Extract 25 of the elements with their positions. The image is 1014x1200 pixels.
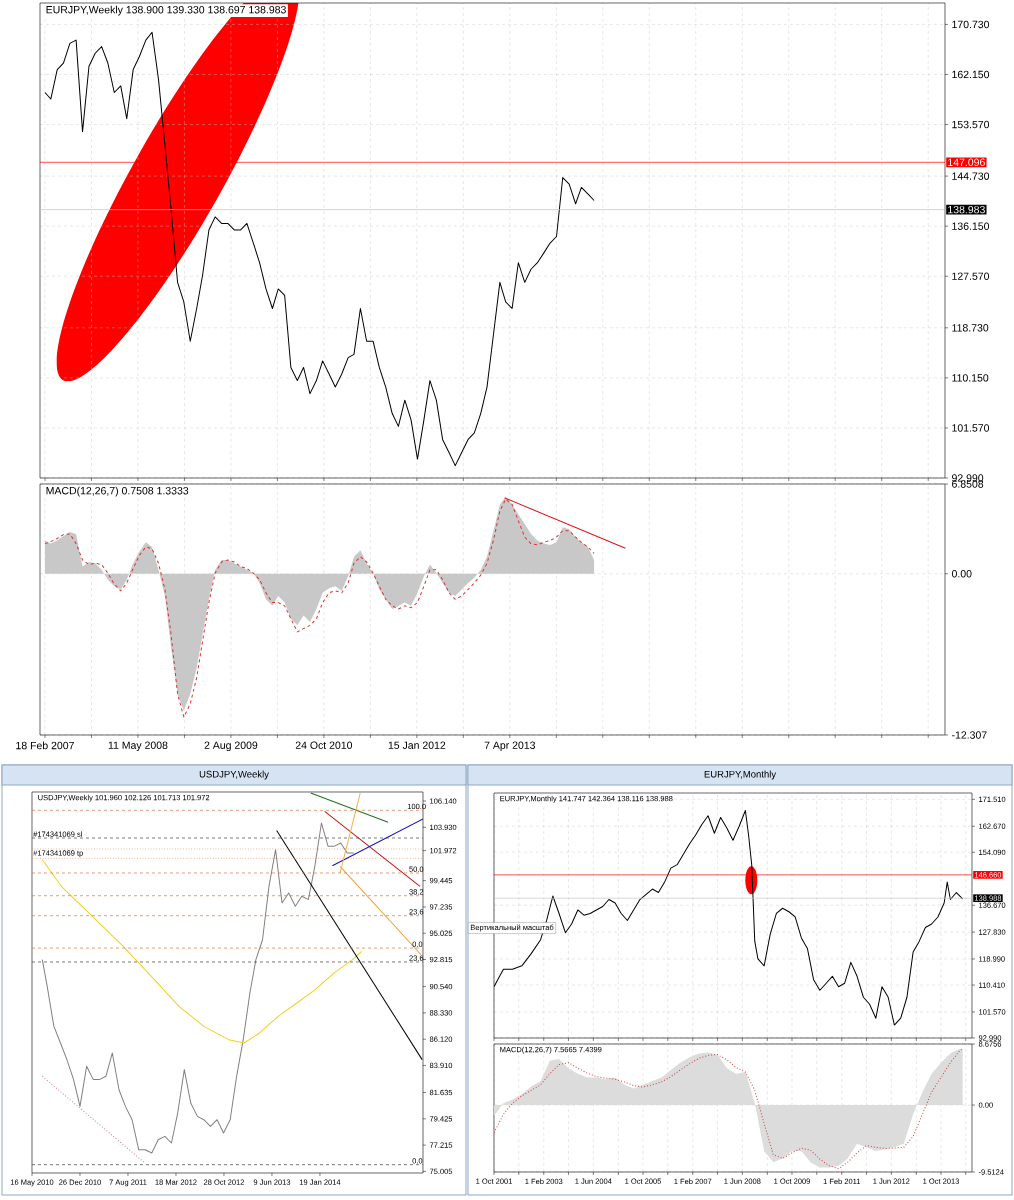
y-tick-label: -12.307 [952,731,987,739]
y-tick-label: 127.570 [952,272,990,280]
x-tick-label: 11 May 2008 [108,741,168,752]
x-tick-label: 7 Apr 2013 [484,741,536,752]
y-tick-label: 118.730 [952,324,989,332]
y-tick-label: 153.570 [952,120,990,129]
x-tick-label: 15 Jan 2012 [388,741,446,749]
y-tick-label: 144.730 [952,172,990,180]
x-tick-label: 18 Feb 2007 [16,741,74,750]
y-tick-label: 101.570 [952,424,990,432]
y-tick-label: 110.150 [952,374,989,382]
x-tick-label: 24 Oct 2010 [295,741,353,749]
y-tick-label: 6.8508 [952,480,984,488]
chart-title: EURJPY,Monthly [704,770,777,780]
x-tick-label: 2 Aug 2009 [204,741,258,752]
y-tick-label: 162.150 [952,70,990,79]
ref-line-label: 138.983 [948,205,985,214]
y-tick-label: 92.990 [952,474,984,482]
chart-title: MACD(12,26,7) 0.7508 1.3333 [46,486,189,497]
y-tick-label: 136.150 [952,222,990,230]
chart-title: USDJPY,Weekly [199,770,269,780]
y-tick-label: 0.00 [951,570,972,578]
y-tick-label: 170.730 [952,20,990,29]
ref-line-label: 147.096 [948,158,985,167]
chart-title: EURJPY,Weekly 138.900 139.330 138.697 138.983 [46,5,286,16]
